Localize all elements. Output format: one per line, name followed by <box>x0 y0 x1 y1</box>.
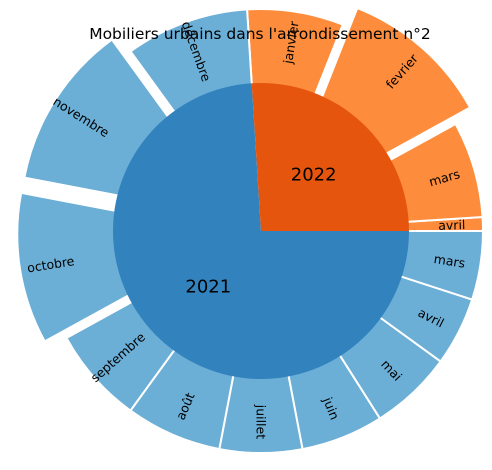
inner-wedge-2021 <box>113 83 410 379</box>
outer-label-2022-avril: avril <box>438 217 466 233</box>
inner-label-2021: 2021 <box>185 277 231 298</box>
chart-title: Mobiliers urbains dans l'arrondissement … <box>89 25 431 43</box>
outer-label-2021-juillet: juillet <box>254 404 269 440</box>
inner-wedge-2022 <box>251 82 409 231</box>
outer-label-2022-janvier: janvier <box>280 19 302 65</box>
inner-ring <box>113 82 410 379</box>
outer-label-2021-octobre: octobre <box>26 253 76 275</box>
inner-label-2022: 2022 <box>291 164 337 185</box>
outer-label-2021-mars: mars <box>433 251 466 271</box>
